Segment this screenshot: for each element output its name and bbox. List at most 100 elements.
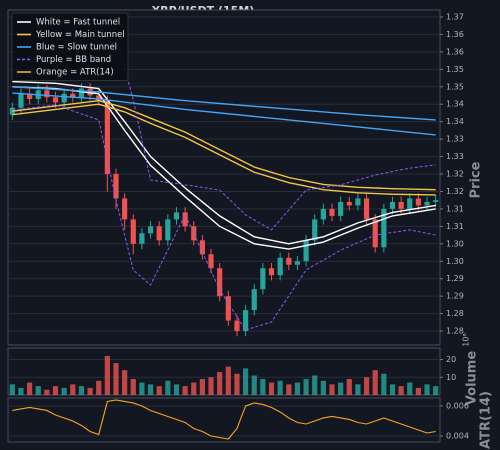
overlay-line [12, 29, 436, 231]
candle-body [338, 201, 344, 216]
axis-label: Price [469, 161, 484, 198]
y-tick-label: 1.29 [446, 274, 464, 283]
y-tick-label: 1.29 [446, 292, 464, 301]
volume-bar [303, 379, 309, 395]
y-tick-label: 1.28 [446, 327, 464, 336]
y-tick-label: 1.28 [446, 309, 464, 318]
volume-bar [165, 380, 171, 395]
legend-box [11, 12, 129, 81]
candle-body [277, 257, 283, 276]
volume-bar [268, 382, 275, 395]
atr-line [12, 399, 436, 440]
overlay-line [12, 100, 436, 191]
offset-text: 10⁶ [462, 333, 471, 346]
candle-body [234, 320, 240, 332]
volume-bar [424, 384, 430, 395]
candle-body [389, 201, 396, 209]
volume-bar [113, 363, 119, 395]
candle-body [182, 212, 188, 227]
volume-bar [9, 384, 15, 395]
volume-bar [286, 384, 292, 395]
y-tick-label: 1.33 [446, 152, 464, 161]
volume-bar [27, 382, 33, 395]
overlay-line [12, 80, 436, 245]
candle-body [381, 208, 387, 248]
volume-bar [363, 377, 370, 395]
candle-body [191, 226, 197, 241]
volume-bar [217, 371, 223, 395]
axis-label: Volume [465, 351, 480, 406]
y-tick-label: 0.006 [446, 401, 469, 410]
y-tick-label: 1.34 [446, 117, 464, 126]
legend-label: White = Fast tunnel [36, 18, 120, 28]
y-tick-label: 1.32 [446, 187, 464, 196]
y-tick-label: 0.004 [446, 431, 469, 440]
y-tick-label: 1.30 [446, 257, 464, 266]
volume-bar [35, 386, 41, 395]
volume-bar [346, 379, 352, 395]
volume-bar [70, 384, 76, 395]
volume-bar [338, 382, 344, 395]
volume-bar [130, 379, 136, 395]
y-tick-label: 10 [446, 373, 456, 382]
y-tick-label: 1.34 [446, 100, 464, 109]
volume-bar [433, 386, 439, 395]
volume-bar [407, 382, 413, 395]
candle-body [104, 100, 110, 175]
y-tick-label: 1.32 [446, 170, 464, 179]
volume-bar [260, 379, 266, 395]
y-tick-label: 1.35 [446, 65, 464, 74]
candle-body [355, 198, 361, 206]
legend-label: Blue = Slow tunnel [36, 43, 117, 53]
candle-body [407, 198, 413, 209]
volume-bar [234, 373, 240, 395]
candle-body [424, 201, 430, 206]
volume-bar [18, 387, 24, 395]
volume-bar [243, 368, 249, 395]
candle-body [156, 226, 162, 241]
volume-bar [182, 386, 188, 395]
candle-body [217, 268, 223, 297]
candle-body [260, 268, 266, 290]
candle-body [372, 219, 378, 248]
candle-body [329, 208, 335, 216]
volume-bar [173, 384, 180, 395]
volume-bar [398, 386, 404, 395]
axis-label: ATR(14) [479, 391, 494, 449]
candle-body [18, 93, 24, 108]
y-tick-label: 1.30 [446, 239, 464, 248]
candle-body [320, 208, 326, 220]
candle-body [96, 95, 102, 101]
legend-label: Yellow = Main tunnel [35, 30, 125, 40]
candle-body [251, 289, 257, 311]
volume-bar [199, 379, 205, 395]
volume-bar [96, 380, 102, 395]
volume-bar [78, 386, 85, 395]
volume-bar [372, 370, 378, 395]
candle-body [122, 198, 128, 220]
candle-body [78, 88, 85, 98]
candle-body [363, 198, 370, 220]
volume-bar [87, 387, 93, 395]
volume-bar [381, 373, 387, 395]
overlay-line [12, 104, 436, 331]
candle-body [165, 219, 171, 241]
candle-body [312, 219, 318, 241]
y-tick-label: 1.36 [446, 30, 464, 39]
volume-bar [156, 386, 162, 395]
candle-body [243, 310, 249, 332]
legend-label: Orange = ATR(14) [36, 68, 114, 78]
volume-bar [415, 387, 421, 395]
y-tick-label: 1.33 [446, 135, 464, 144]
volume-bar [312, 375, 318, 395]
candle-body [70, 93, 76, 98]
candle-body [44, 90, 50, 98]
y-tick-label: 1.31 [446, 222, 464, 231]
overlay-line [12, 103, 436, 196]
candle-body [415, 198, 421, 206]
volume-bar [320, 380, 326, 395]
volume-bar [122, 370, 128, 395]
panel [7, 397, 441, 443]
candle-body [147, 226, 154, 234]
